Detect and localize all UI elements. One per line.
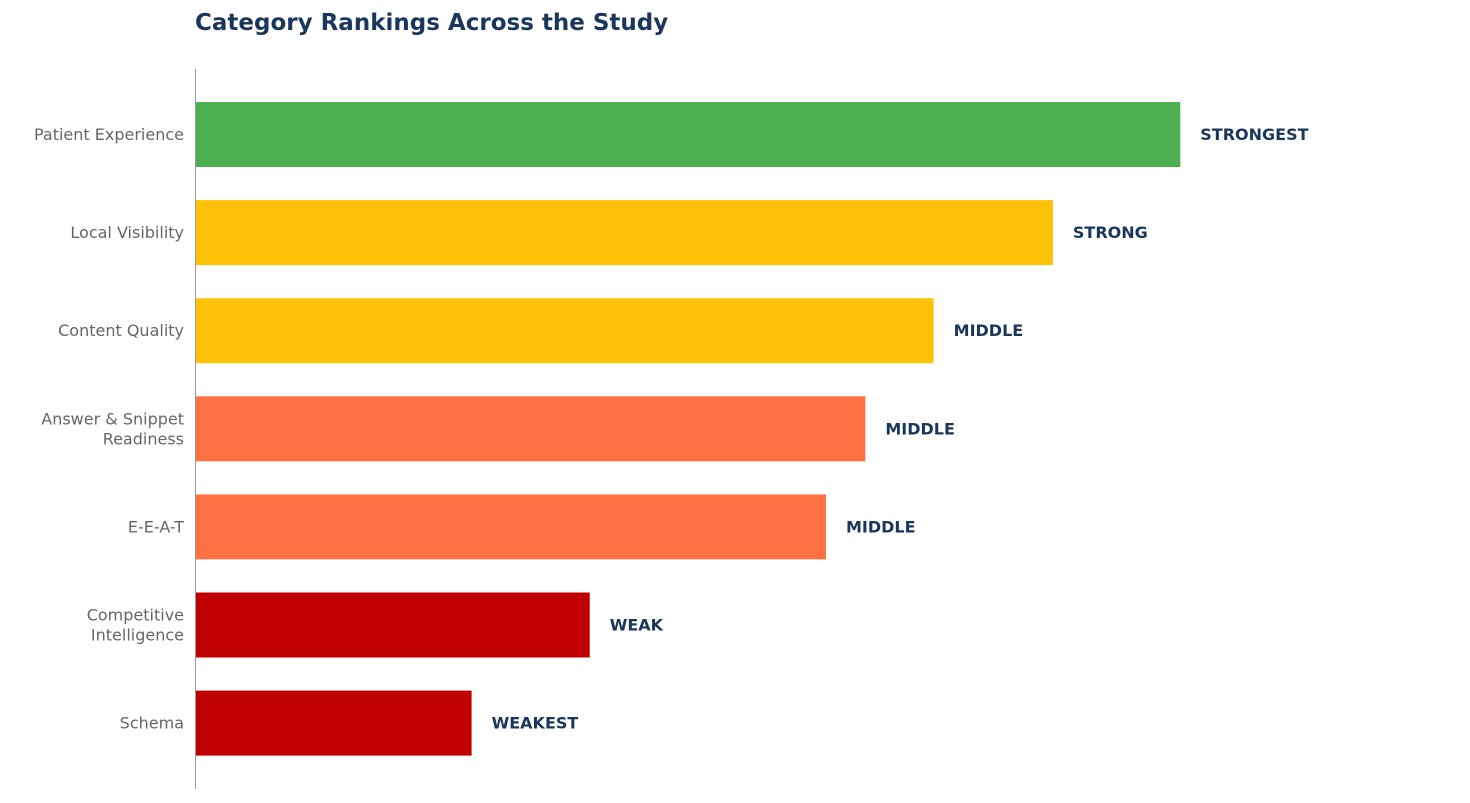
category-tick-label: Local Visibility xyxy=(70,223,184,242)
bar-data-label: WEAKEST xyxy=(492,714,579,733)
bar xyxy=(196,396,866,462)
category-tick-label: Schema xyxy=(120,714,184,733)
category-tick-label: Intelligence xyxy=(91,626,184,645)
bar-data-label: MIDDLE xyxy=(885,419,955,438)
bar-data-label: STRONG xyxy=(1073,223,1148,242)
bar-data-label: WEAK xyxy=(610,616,664,635)
bar xyxy=(196,592,590,658)
chart-title: Category Rankings Across the Study xyxy=(195,10,669,36)
bar xyxy=(196,200,1053,266)
bar-data-label: MIDDLE xyxy=(954,321,1024,340)
bar xyxy=(196,494,826,560)
bar xyxy=(196,102,1181,167)
category-tick-label: Content Quality xyxy=(58,321,184,340)
category-tick-label: Readiness xyxy=(103,429,184,448)
bar-data-label: MIDDLE xyxy=(846,517,916,536)
category-tick-label: Patient Experience xyxy=(34,125,184,144)
category-tick-label: E-E-A-T xyxy=(128,517,184,536)
bar xyxy=(196,690,472,756)
bar-data-label: STRONGEST xyxy=(1200,125,1308,144)
category-tick-label: Competitive xyxy=(87,606,184,625)
bar xyxy=(196,298,934,364)
category-tick-label: Answer & Snippet xyxy=(41,409,184,428)
